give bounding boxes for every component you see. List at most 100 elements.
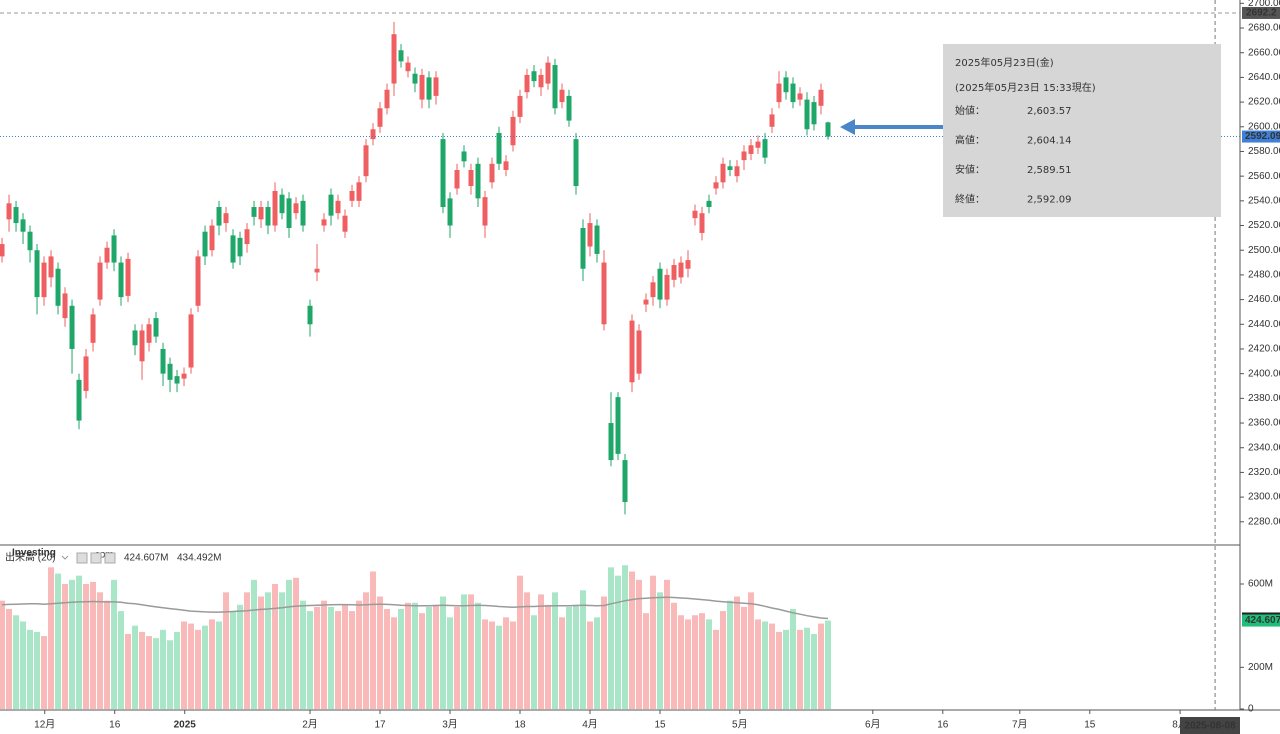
volume-bar <box>510 621 517 709</box>
volume-bar <box>734 596 741 709</box>
candle-body <box>440 139 446 208</box>
candle-body <box>160 348 166 374</box>
volume-bar <box>328 606 335 709</box>
candle-body <box>20 219 26 232</box>
candle-body <box>223 213 229 224</box>
volume-bar <box>132 625 139 709</box>
x-tick-label: 4月 <box>582 719 598 731</box>
volume-bar <box>643 613 650 709</box>
candle-body <box>482 197 488 226</box>
candle-body <box>727 166 733 170</box>
candle-body <box>510 116 516 146</box>
candle-body <box>580 227 586 269</box>
volume-bar <box>636 579 643 709</box>
volume-bar <box>342 604 349 709</box>
candle-body <box>111 235 117 263</box>
y-tick-label: 2440.00 <box>1248 319 1280 330</box>
candle-body <box>699 213 705 233</box>
y-tick-label: 2700.00 <box>1248 0 1280 9</box>
candle-body <box>27 231 33 251</box>
volume-bar <box>293 577 300 709</box>
candle-body <box>125 258 131 296</box>
volume-bar <box>447 617 454 709</box>
x-tick-label: 2025 <box>174 720 197 731</box>
volume-bar <box>146 636 153 709</box>
candle-body <box>657 268 663 300</box>
y-tick-label: 600M <box>1248 579 1273 590</box>
panel-row-value: 2,603.57 <box>1027 106 1072 117</box>
volume-bar <box>104 600 111 709</box>
volume-bar <box>412 602 419 709</box>
volume-bar <box>664 579 671 709</box>
y-tick-label: 2380.00 <box>1248 393 1280 404</box>
candle-body <box>377 108 383 127</box>
candle-body <box>692 210 698 219</box>
candle-body <box>230 235 236 263</box>
volume-bar <box>188 623 195 709</box>
candle-body <box>426 77 432 100</box>
volume-bar <box>153 638 160 709</box>
pointer-arrowhead <box>840 119 855 135</box>
volume-bar <box>615 575 622 709</box>
panel-row-label: 終値： <box>955 193 985 206</box>
volume-bar <box>685 619 692 709</box>
volume-bar <box>475 602 482 709</box>
volume-bar <box>699 613 706 709</box>
volume-bar <box>251 579 258 709</box>
legend-icon[interactable] <box>90 552 102 564</box>
panel-row-value: 2,604.14 <box>1027 136 1072 147</box>
candle-body <box>552 65 558 109</box>
volume-bar <box>90 581 97 709</box>
candle-body <box>335 200 341 214</box>
candle-body <box>734 166 740 177</box>
y-tick-label: 2520.00 <box>1248 220 1280 231</box>
volume-bar <box>391 617 398 709</box>
volume-bar <box>34 631 41 709</box>
candle-body <box>811 102 817 125</box>
panel-title: 2025年05月23日(金) <box>955 56 1054 69</box>
x-tick-label: 3月 <box>442 719 458 731</box>
candle-body <box>629 320 635 383</box>
candle-body <box>349 190 355 201</box>
candle-body <box>146 324 152 343</box>
candle-body <box>286 198 292 228</box>
legend-icon[interactable] <box>104 552 116 564</box>
volume-bar <box>754 619 761 709</box>
panel-row-value: 2,592.09 <box>1027 195 1072 206</box>
x-tick-label: 15 <box>654 720 666 731</box>
candle-body <box>685 260 691 269</box>
x-tick-label: 17 <box>374 720 386 731</box>
candle-body <box>769 114 775 127</box>
volume-bar <box>335 611 342 709</box>
candle-body <box>363 145 369 177</box>
candle-body <box>461 151 467 162</box>
legend-dropdown[interactable] <box>61 555 69 560</box>
volume-bar <box>272 584 279 709</box>
volume-bar <box>657 592 664 709</box>
candle-body <box>650 282 656 298</box>
volume-bar <box>160 629 167 709</box>
candle-body <box>132 330 138 346</box>
volume-bar <box>265 592 272 709</box>
volume-bar <box>796 629 803 709</box>
volume-bar <box>139 631 146 709</box>
panel-row-value: 2,589.51 <box>1027 165 1072 176</box>
legend-icon[interactable] <box>76 552 88 564</box>
volume-bar <box>419 613 426 709</box>
candle-body <box>741 151 747 161</box>
candle-body <box>615 397 621 454</box>
y-tick-label: 2600.00 <box>1248 121 1280 132</box>
candle-body <box>643 299 649 305</box>
volume-bar <box>601 596 608 709</box>
volume-legend-value: 424.607M <box>124 553 168 564</box>
candle-body <box>48 256 54 278</box>
candle-body <box>468 169 474 187</box>
candle-body <box>202 231 208 257</box>
volume-bar <box>300 600 307 709</box>
volume-bar <box>503 617 510 709</box>
volume-bar <box>622 565 629 709</box>
panel-row-label: 始値： <box>955 104 985 117</box>
volume-bar <box>496 625 503 709</box>
